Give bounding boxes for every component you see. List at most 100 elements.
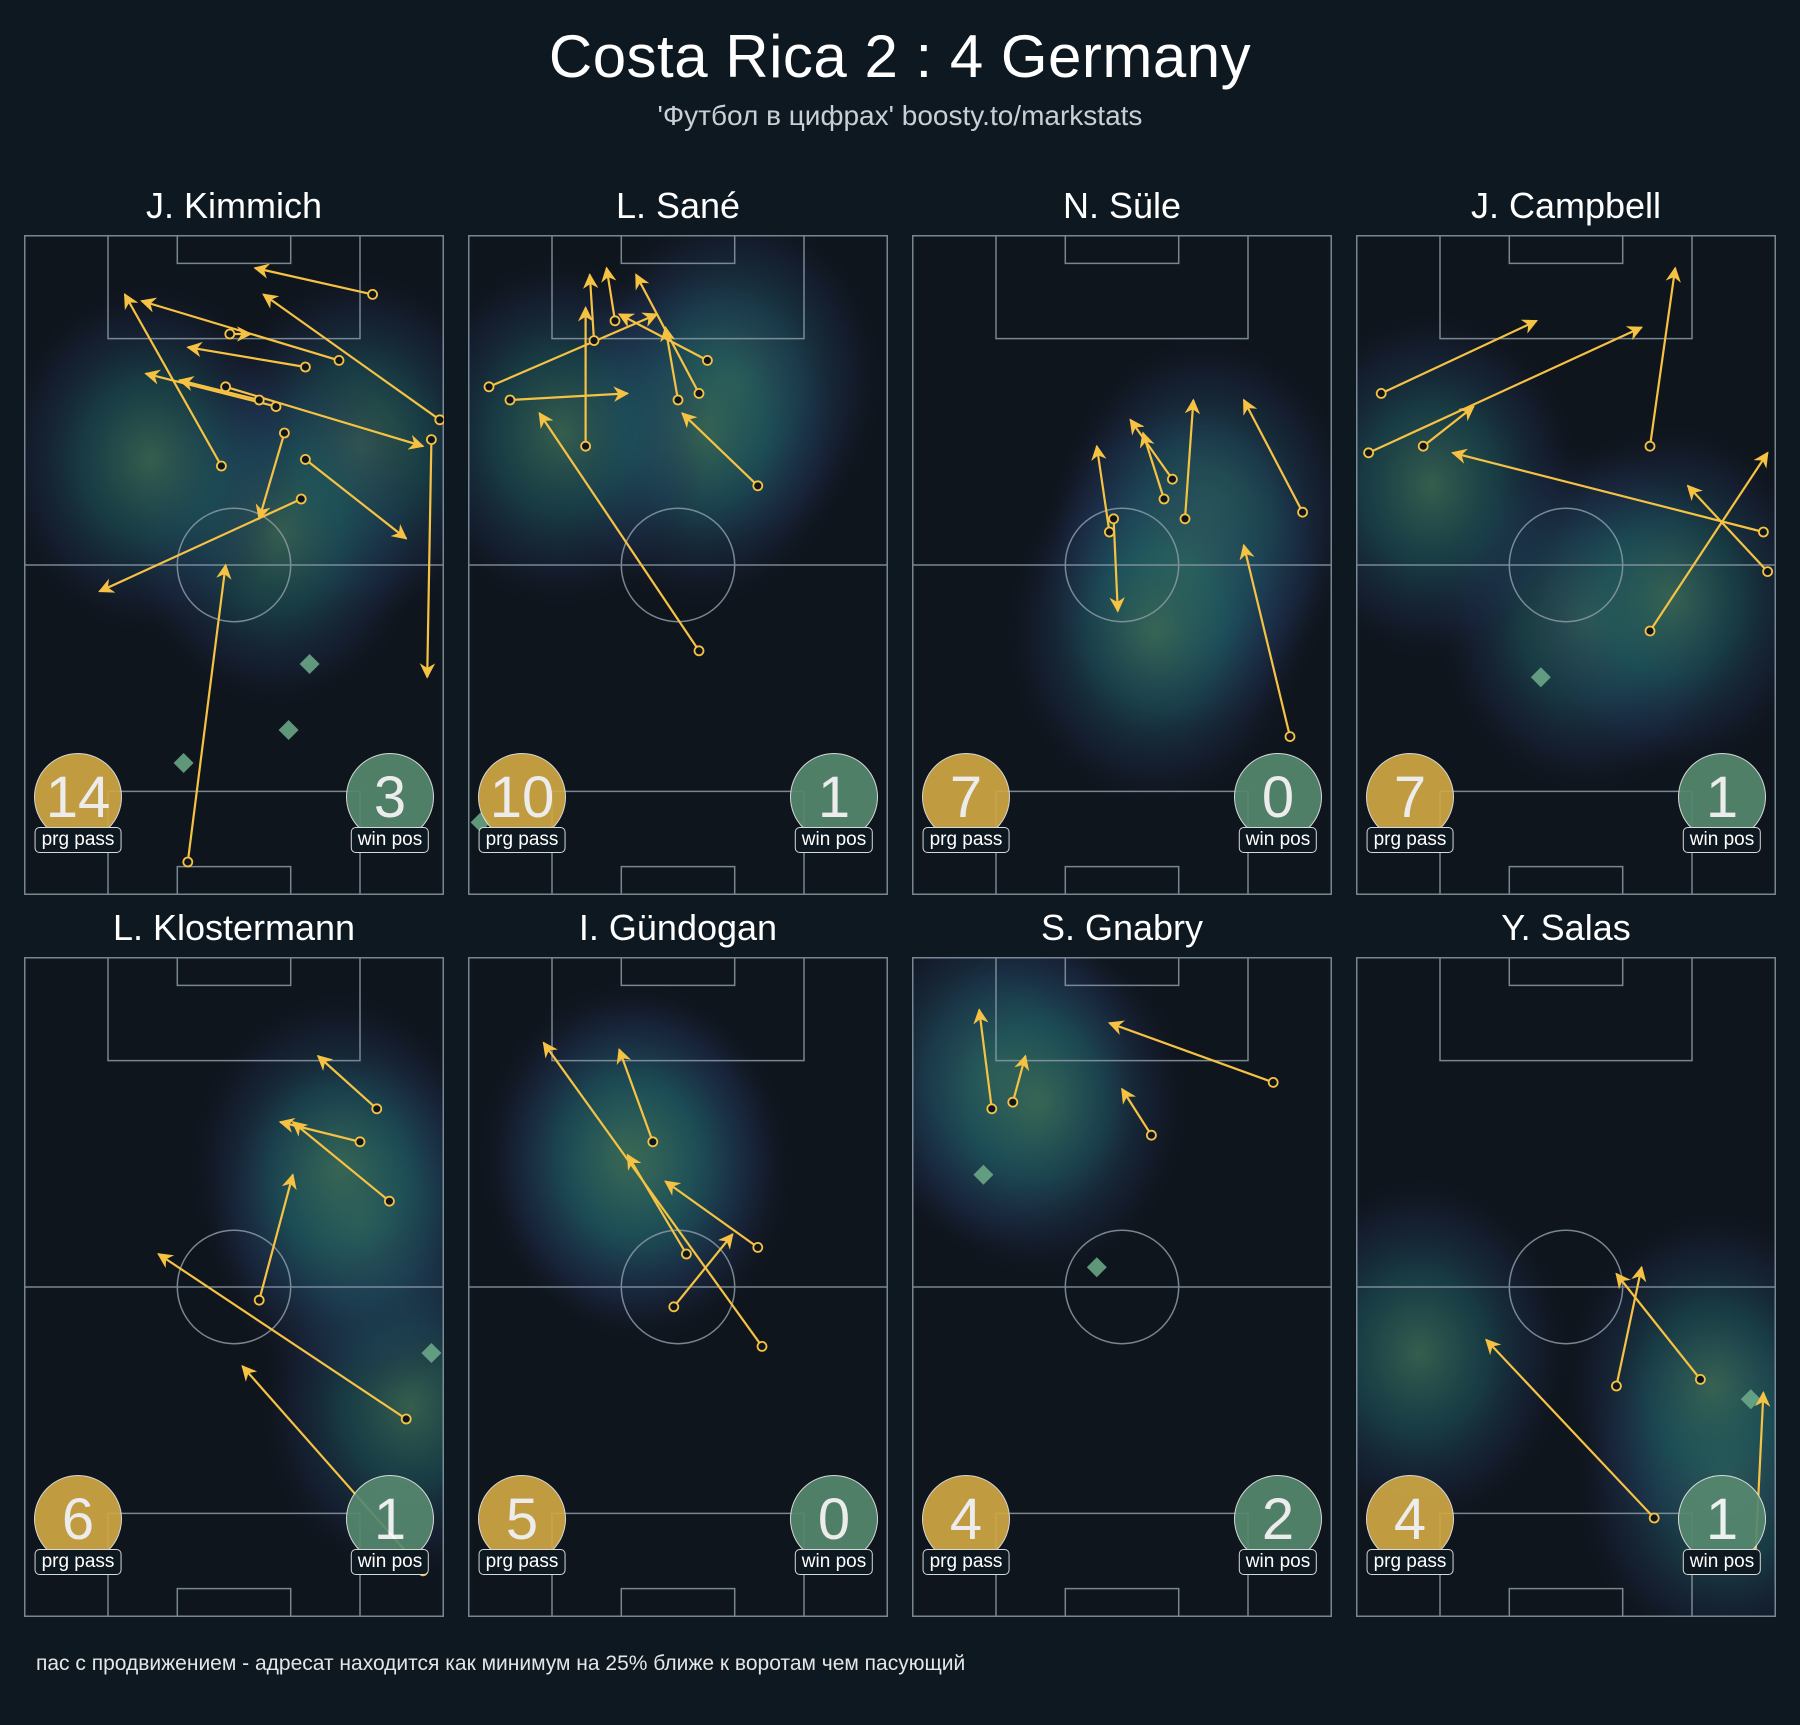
heatmap-blob: [1563, 1211, 1776, 1561]
penalty-area-top: [1439, 235, 1693, 340]
player-panel: J. Campbell 7 prg pass 1 win pos: [1356, 180, 1776, 895]
pass-origin: [295, 493, 307, 505]
pass-origin: [1158, 493, 1170, 505]
heatmap-blob: [468, 258, 711, 608]
win-position-marker: [973, 1164, 994, 1185]
progressive-pass-arrow: [255, 432, 286, 521]
prg-pass-badge-value: 7: [922, 753, 1010, 841]
prg-pass-badge-label: prg pass: [478, 1549, 566, 1575]
heatmap-blob: [1005, 456, 1306, 806]
centre-circle: [176, 507, 292, 623]
win-position-marker: [421, 1343, 442, 1363]
pass-origin: [986, 1103, 998, 1115]
pass-origin: [1179, 513, 1191, 525]
pitch-chart: [468, 957, 888, 1617]
win-pos-badge-label: win pos: [794, 1549, 874, 1575]
progressive-pass-arrow: [1242, 398, 1304, 513]
pass-origin: [1284, 731, 1296, 743]
progressive-pass-arrow: [664, 1180, 759, 1249]
pass-origin: [1103, 526, 1115, 538]
pass-origin: [1145, 1129, 1157, 1141]
win-pos-badge: 1 win pos: [1678, 1475, 1766, 1575]
progressive-pass-arrow: [542, 1041, 763, 1348]
win-pos-badge-label: win pos: [350, 827, 430, 853]
prg-pass-badge-label: prg pass: [922, 827, 1010, 853]
pass-origin: [1363, 447, 1375, 459]
prg-pass-badge: 7 prg pass: [1366, 753, 1454, 853]
progressive-pass-arrow: [1686, 484, 1769, 573]
prg-pass-badge: 4 prg pass: [922, 1475, 1010, 1575]
heatmap-blob: [912, 957, 1188, 1278]
heatmap-blob: [189, 993, 444, 1344]
player-panel: I. Gündogan 5 prg pass 0 win pos: [468, 902, 888, 1617]
goal-area-top: [1064, 957, 1180, 987]
goal-area-top: [176, 235, 292, 265]
pass-origin: [299, 453, 311, 465]
player-panel: L. Klostermann 6 prg pass 1 win pos: [24, 902, 444, 1617]
prg-pass-badge-value: 6: [34, 1475, 122, 1563]
pass-origin: [693, 387, 705, 399]
prg-pass-badge: 7 prg pass: [922, 753, 1010, 853]
player-panel: L. Sané 10 prg pass 1 win pos: [468, 180, 888, 895]
player-panel: Y. Salas 4 prg pass 1 win pos: [1356, 902, 1776, 1617]
penalty-area-top: [551, 235, 805, 340]
win-pos-badge-label: win pos: [1238, 1549, 1318, 1575]
win-position-marker: [470, 812, 491, 833]
win-position-marker: [299, 654, 320, 674]
prg-pass-badge-label: prg pass: [1366, 1549, 1454, 1575]
progressive-pass-arrow: [488, 312, 659, 388]
penalty-area-top: [995, 235, 1249, 340]
prg-pass-badge-label: prg pass: [478, 827, 566, 853]
progressive-pass-arrow: [616, 1047, 654, 1143]
win-pos-badge-value: 0: [1234, 753, 1322, 841]
pass-origin: [580, 440, 591, 452]
centre-circle: [1064, 1229, 1180, 1345]
win-pos-badge-label: win pos: [350, 1549, 430, 1575]
centre-circle: [176, 1229, 292, 1345]
progressive-pass-arrow: [509, 386, 630, 402]
player-name: N. Süle: [1062, 185, 1182, 226]
prg-pass-badge-value: 4: [1366, 1475, 1454, 1563]
win-position-marker: [1530, 667, 1551, 688]
prg-pass-badge-value: 7: [1366, 753, 1454, 841]
win-pos-badge-value: 3: [346, 753, 434, 841]
win-pos-badge-value: 1: [1678, 1475, 1766, 1563]
pass-origin: [1644, 625, 1656, 637]
pass-origin: [434, 414, 444, 426]
prg-pass-badge-value: 10: [478, 753, 566, 841]
progressive-pass-arrow: [1380, 319, 1538, 395]
progressive-pass-arrow: [304, 458, 408, 540]
win-pos-badge: 2 win pos: [1234, 1475, 1322, 1575]
progressive-pass-arrow: [253, 263, 373, 296]
pitch-markings: [912, 235, 1332, 895]
penalty-area-top: [107, 235, 361, 340]
pass-origin: [672, 394, 684, 406]
progressive-pass-arrow: [177, 376, 260, 402]
pass-origin: [1166, 473, 1178, 485]
pass-origin: [752, 480, 764, 492]
prg-pass-badge-value: 4: [922, 1475, 1010, 1563]
pass-origin: [1375, 387, 1387, 399]
progressive-pass-arrow: [1091, 444, 1111, 533]
prg-pass-badge-label: prg pass: [34, 1549, 122, 1575]
player-panel: J. Kimmich 14 prg pass 3 win pos: [24, 180, 444, 895]
player-name: I. Gündogan: [578, 907, 778, 948]
win-pos-badge-label: win pos: [1682, 1549, 1762, 1575]
goal-area-top: [620, 235, 736, 265]
win-pos-badge: 0 win pos: [1234, 753, 1322, 853]
win-pos-badge-label: win pos: [1238, 827, 1318, 853]
pass-origin: [299, 361, 311, 373]
prg-pass-badge-label: prg pass: [922, 1549, 1010, 1575]
goal-area-top: [1508, 235, 1624, 265]
progressive-pass-arrow: [419, 439, 436, 679]
pass-origin: [1694, 1373, 1706, 1385]
chart-subtitle: 'Футбол в цифрах' boosty.to/markstats: [657, 100, 1143, 131]
pitch: [468, 957, 888, 1617]
progressive-pass-arrow: [660, 325, 680, 401]
pass-origin: [1648, 1512, 1660, 1524]
progressive-pass-arrow: [316, 1054, 378, 1110]
goal-area-top: [620, 957, 736, 987]
pass-origin: [1762, 566, 1774, 578]
win-pos-badge-value: 2: [1234, 1475, 1322, 1563]
pass-origin: [668, 1301, 680, 1313]
